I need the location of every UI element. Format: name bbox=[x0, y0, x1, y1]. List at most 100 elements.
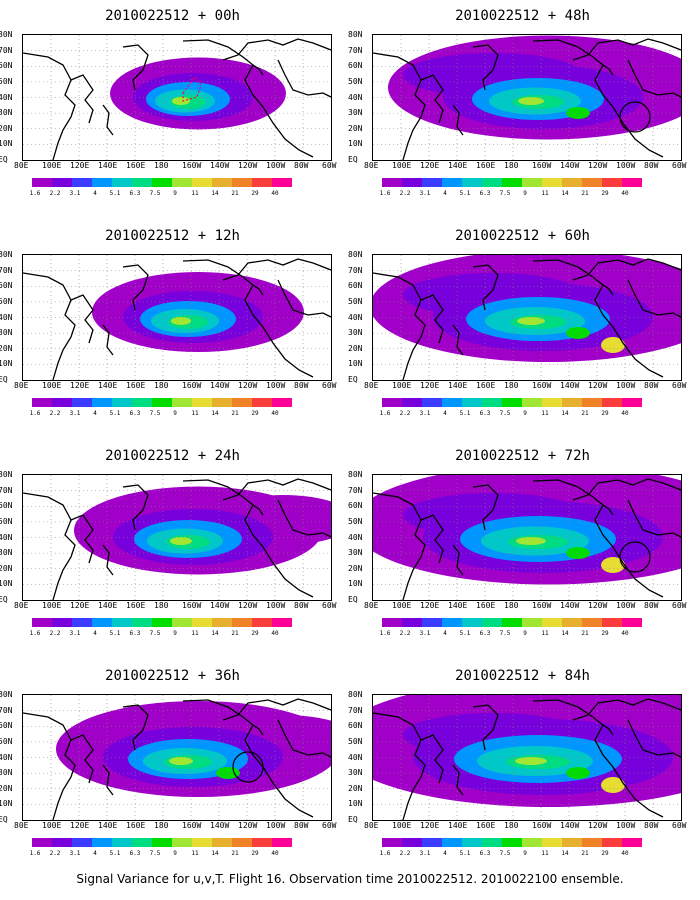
longitude-label: 100W bbox=[616, 601, 636, 610]
colorbar-tick-label: 6.3 bbox=[129, 410, 141, 417]
coastline bbox=[373, 712, 426, 820]
colorbar-tick-label: 5.1 bbox=[459, 850, 471, 857]
coastline bbox=[277, 719, 331, 758]
coastline bbox=[472, 44, 499, 91]
colorbar-swatch bbox=[72, 618, 92, 627]
longitude-label: 100E bbox=[392, 161, 412, 170]
map-frame bbox=[22, 254, 332, 381]
colorbar-tick-label: 5.1 bbox=[459, 630, 471, 637]
colorbar-tick-label: 7.5 bbox=[149, 630, 161, 637]
longitude-label: 80W bbox=[644, 161, 659, 170]
colorbar-swatch bbox=[402, 838, 422, 847]
colorbar-tick-label: 3.1 bbox=[419, 850, 431, 857]
longitude-label: 140W bbox=[210, 601, 230, 610]
colorbar-tick-label: 4 bbox=[93, 410, 97, 417]
colorbar-tick-label: 1.6 bbox=[29, 410, 41, 417]
latitude-label: 10N bbox=[348, 139, 363, 149]
longitude-label: 80E bbox=[14, 381, 29, 390]
colorbar-tick-label: 4 bbox=[93, 630, 97, 637]
colorbar-tick-label: 5.1 bbox=[459, 190, 471, 197]
colorbar-swatch bbox=[442, 838, 462, 847]
coastline bbox=[70, 514, 94, 564]
colorbar-swatch bbox=[622, 398, 642, 407]
longitude-label: 160E bbox=[476, 821, 496, 830]
panel-title: 2010022512 + 48h bbox=[455, 8, 590, 24]
colorbar-tick-label: 5.1 bbox=[459, 410, 471, 417]
map-panel: 2010022512 + 12h 80N 70N 60N 50N 40N 30N 20N 10N… bbox=[0, 228, 345, 438]
longitude-label: 160W bbox=[182, 821, 202, 830]
latitude-label: 80N bbox=[0, 470, 13, 479]
colorbar-swatch bbox=[192, 838, 212, 847]
latitude-label: 20N bbox=[0, 563, 13, 573]
longitude-label: 100E bbox=[42, 381, 62, 390]
colorbar-swatch bbox=[272, 618, 292, 627]
colorbar-swatch bbox=[52, 618, 72, 627]
colorbar-swatch bbox=[112, 398, 132, 407]
latitude-label: EQ bbox=[348, 595, 358, 604]
latitude-label: 10N bbox=[348, 359, 363, 369]
colorbar-swatch bbox=[382, 398, 402, 407]
longitude-label: 60W bbox=[672, 601, 687, 610]
colorbar-tick-label: 1.6 bbox=[29, 850, 41, 857]
coastline bbox=[602, 504, 614, 516]
coastline bbox=[122, 484, 149, 531]
colorbar-swatch bbox=[502, 178, 522, 187]
colorbar-swatch bbox=[422, 178, 442, 187]
colorbar-tick-label: 11 bbox=[191, 850, 199, 857]
colorbar-swatch bbox=[52, 178, 72, 187]
colorbar-swatch bbox=[522, 398, 542, 407]
colorbar-swatch bbox=[52, 838, 72, 847]
colorbar-tick-label: 7.5 bbox=[149, 850, 161, 857]
coastline bbox=[532, 39, 664, 158]
colorbar-tick-label: 7.5 bbox=[499, 630, 511, 637]
colorbar-swatch bbox=[582, 838, 602, 847]
coastline bbox=[572, 258, 681, 281]
longitude-label: 80E bbox=[364, 381, 379, 390]
longitude-label: 160E bbox=[126, 161, 146, 170]
longitude-label: 100E bbox=[392, 381, 412, 390]
coastline bbox=[373, 52, 426, 160]
latitude-label: 40N bbox=[348, 92, 363, 102]
colorbar-swatch bbox=[382, 178, 402, 187]
colorbar-tick-label: 4 bbox=[443, 410, 447, 417]
coastline bbox=[572, 38, 681, 61]
coastline bbox=[452, 324, 464, 356]
latitude-label: EQ bbox=[0, 595, 8, 604]
longitude-label: 140W bbox=[560, 601, 580, 610]
colorbar-tick-label: 2.2 bbox=[399, 850, 411, 857]
longitude-label: 60W bbox=[322, 161, 337, 170]
colorbar-swatch bbox=[272, 838, 292, 847]
colorbar-tick-label: 3.1 bbox=[69, 630, 81, 637]
latitude-label: 70N bbox=[348, 45, 363, 55]
latitude-label: 40N bbox=[0, 312, 13, 322]
coastline bbox=[222, 38, 331, 61]
longitude-label: 120W bbox=[588, 821, 608, 830]
coastline bbox=[182, 479, 314, 598]
longitude-label: 140E bbox=[448, 381, 468, 390]
panel-title: 2010022512 + 00h bbox=[105, 8, 240, 24]
longitude-label: 180 bbox=[504, 821, 519, 830]
coastline bbox=[627, 279, 681, 318]
latitude-label: 80N bbox=[348, 470, 363, 479]
latitude-label: 70N bbox=[0, 265, 13, 275]
colorbar-tick-label: 29 bbox=[251, 630, 259, 637]
colorbar-swatch bbox=[32, 838, 52, 847]
colorbar-tick-label: 6.3 bbox=[129, 630, 141, 637]
coastline bbox=[102, 104, 114, 136]
colorbar-swatch bbox=[482, 398, 502, 407]
latitude-label: 60N bbox=[348, 721, 363, 731]
latitude-label: 40N bbox=[348, 532, 363, 542]
latitude-label: 60N bbox=[348, 501, 363, 511]
latitude-label: 30N bbox=[348, 768, 363, 778]
latitude-label: 50N bbox=[348, 296, 363, 306]
colorbar-swatch bbox=[192, 618, 212, 627]
longitude-label: 60W bbox=[322, 601, 337, 610]
coastline bbox=[420, 734, 444, 784]
coastline bbox=[627, 719, 681, 758]
panel-title: 2010022512 + 24h bbox=[105, 448, 240, 464]
coastline bbox=[102, 764, 114, 796]
latitude-label: 20N bbox=[348, 563, 363, 573]
coastline bbox=[373, 272, 426, 380]
variance-contour bbox=[601, 777, 625, 793]
colorbar-tick-label: 21 bbox=[581, 850, 589, 857]
